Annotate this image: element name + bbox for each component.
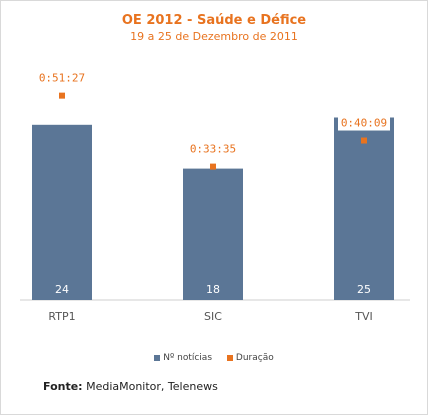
legend-label-noticias: Nº notícias <box>163 353 213 363</box>
source-label: Fonte: <box>43 380 83 393</box>
duration-label-tvi: 0:40:09 <box>341 117 387 130</box>
bar-tvi <box>334 117 394 300</box>
legend: Nº notícias Duração <box>0 353 428 363</box>
duration-label-rtp1: 0:51:27 <box>39 72 85 85</box>
legend-item-noticias: Nº notícias <box>154 353 212 363</box>
duration-label-sic: 0:33:35 <box>190 143 236 156</box>
source-note: Fonte: MediaMonitor, Telenews <box>43 380 218 393</box>
legend-swatch-duracao <box>226 354 233 361</box>
bar-value-rtp1: 24 <box>55 283 69 296</box>
chart-subtitle: 19 a 25 de Dezembro de 2011 <box>130 30 298 43</box>
legend-swatch-noticias <box>154 354 161 361</box>
category-label-tvi: TVI <box>354 310 373 323</box>
legend-item-duracao: Duração <box>226 353 274 363</box>
source-text: MediaMonitor, Telenews <box>86 380 218 393</box>
bar-value-sic: 18 <box>206 283 220 296</box>
category-label-rtp1: RTP1 <box>48 310 75 323</box>
bar-rtp1 <box>32 124 92 300</box>
duration-label-bg-tvi <box>338 114 390 131</box>
duration-point-tvi <box>361 137 367 144</box>
chart-title: OE 2012 - Saúde e Défice <box>121 13 307 28</box>
duration-point-rtp1 <box>59 92 65 99</box>
duration-point-sic <box>210 163 216 170</box>
bar-value-tvi: 25 <box>357 283 371 296</box>
legend-label-duracao: Duração <box>235 353 274 363</box>
category-label-sic: SIC <box>204 310 222 323</box>
bar-sic <box>183 168 243 300</box>
